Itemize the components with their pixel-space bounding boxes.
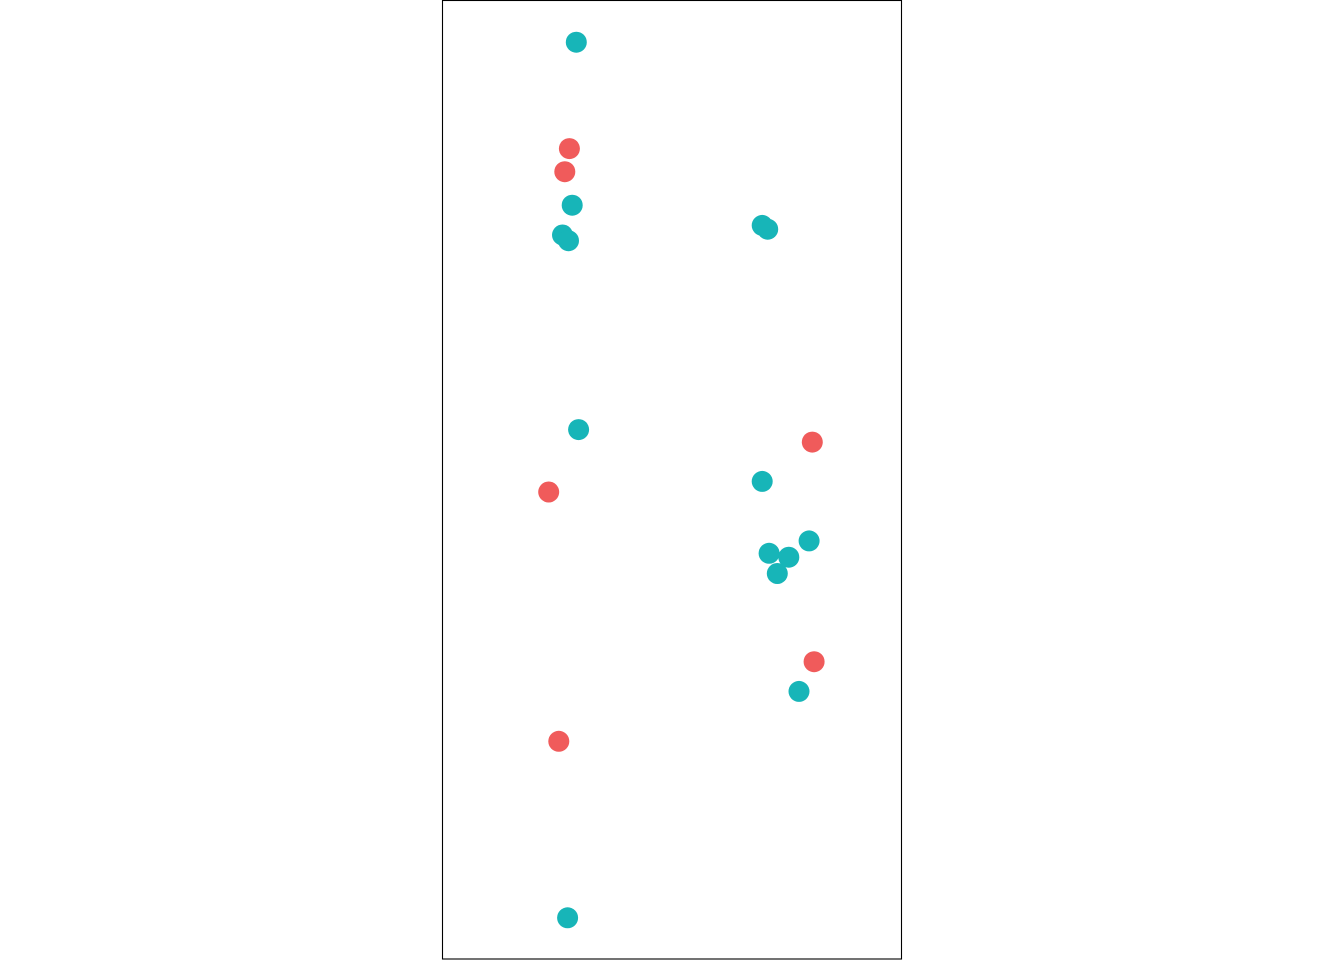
data-point-group-teal-8 [798, 530, 820, 552]
series-group-red [538, 138, 825, 752]
data-point-group-teal-11 [766, 563, 788, 584]
data-point-group-red-3 [801, 431, 823, 453]
data-point-group-teal-10 [778, 546, 800, 568]
plot-panel-border [441, 0, 903, 960]
data-point-group-teal-9 [758, 542, 780, 564]
data-point-group-teal-1 [561, 194, 583, 216]
data-point-group-teal-6 [568, 419, 590, 441]
data-point-group-teal-13 [557, 907, 579, 929]
data-point-group-teal-0 [565, 31, 587, 53]
data-point-group-red-0 [558, 138, 580, 160]
series-group-teal [552, 31, 820, 929]
data-point-group-teal-7 [751, 470, 773, 492]
data-point-group-red-1 [554, 161, 576, 183]
data-point-group-red-5 [548, 730, 570, 752]
data-point-group-red-4 [803, 651, 825, 673]
data-point-group-teal-5 [757, 218, 779, 240]
data-point-group-teal-3 [558, 230, 579, 252]
data-point-group-teal-12 [788, 680, 810, 702]
data-point-group-red-2 [538, 481, 560, 503]
plot-area [538, 31, 825, 929]
